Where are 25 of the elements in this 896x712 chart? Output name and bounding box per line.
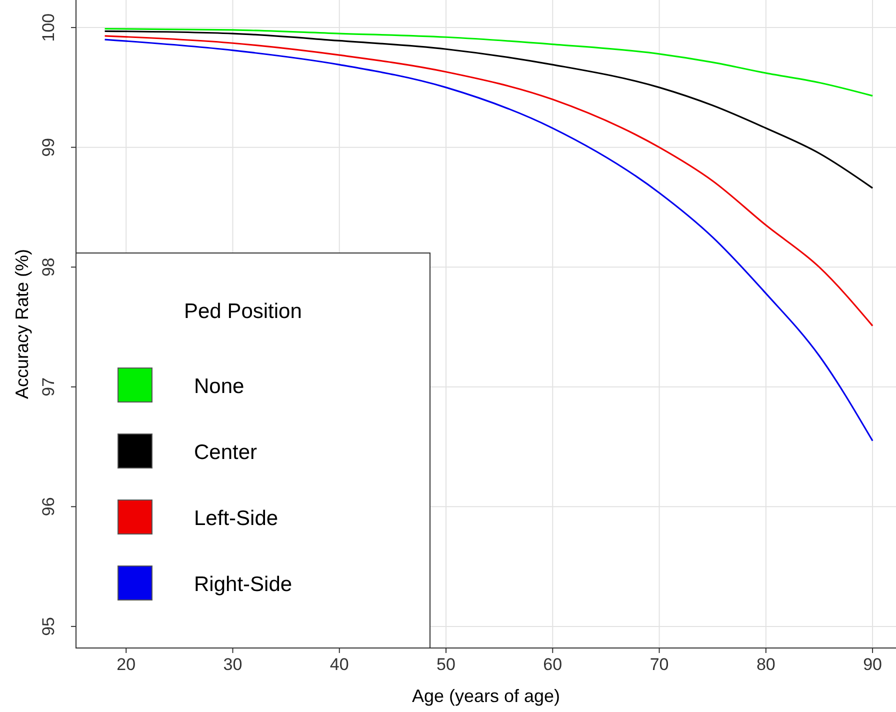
legend-label: None [194,375,244,398]
legend-title: Ped Position [184,300,302,323]
legend-label: Right-Side [194,573,292,596]
x-tick-label: 80 [756,655,776,674]
x-tick-label: 30 [223,655,242,674]
y-tick-label: 95 [39,616,58,636]
y-tick-label: 96 [39,497,58,516]
y-tick-label: 97 [39,377,58,396]
legend-label: Left-Side [194,507,278,530]
x-tick-label: 90 [863,655,882,674]
y-axis-title: Accuracy Rate (%) [12,248,32,400]
y-tick-label: 100 [39,13,58,42]
x-tick-label: 50 [436,655,456,674]
x-tick-label: 20 [116,655,136,674]
legend-label: Center [194,441,258,464]
x-tick-label: 40 [330,655,349,674]
line-series [104,28,874,97]
x-axis-title: Age (years of age) [412,686,560,706]
y-tick-label: 98 [39,258,58,277]
x-tick-label: 60 [543,655,562,674]
line-series [104,35,874,327]
line-series [104,38,874,442]
line-series [104,30,874,189]
x-tick-label: 70 [650,655,669,674]
y-tick-label: 99 [39,138,58,157]
